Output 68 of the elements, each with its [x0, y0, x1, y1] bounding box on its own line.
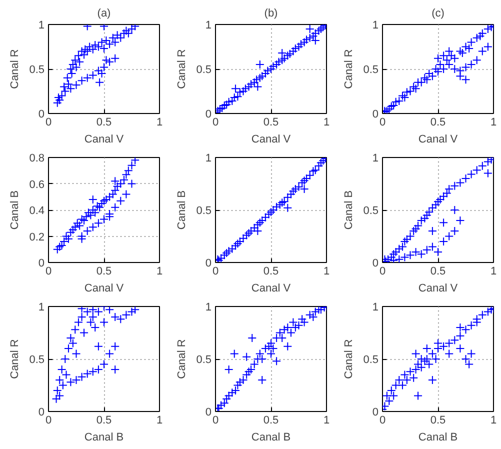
y-tick-label: 1: [372, 152, 379, 164]
chart-title: (b): [264, 8, 278, 20]
y-tick-label: 0.5: [196, 64, 212, 76]
y-tick-label: 0: [372, 258, 379, 270]
x-tick-label: 1: [323, 116, 330, 128]
y-tick-label: 0: [38, 108, 45, 120]
y-tick-label: 1: [372, 302, 379, 314]
y-tick-label: 1: [205, 152, 212, 164]
x-tick-label: 1: [490, 414, 497, 426]
y-tick-label: 0: [372, 406, 379, 418]
y-tick-label: 0.5: [29, 354, 45, 366]
y-tick-label: 0: [205, 108, 212, 120]
x-tick-label: 1: [156, 266, 163, 278]
y-tick-label: 0.8: [29, 152, 45, 164]
y-tick-label: 1: [38, 20, 45, 32]
y-axis-title: Canal R: [343, 339, 356, 379]
x-axis-title: Canal B: [418, 432, 458, 444]
x-tick-label: 0.5: [263, 414, 279, 426]
chart-title: (c): [432, 8, 444, 20]
y-tick-label: 0: [205, 406, 212, 418]
y-tick-label: 0.5: [363, 354, 379, 366]
y-tick-label: 0.5: [363, 205, 379, 217]
y-axis-title: Canal B: [176, 190, 188, 230]
x-tick-label: 0.5: [430, 414, 446, 426]
x-tick-label: 0.5: [96, 266, 112, 278]
y-tick-label: 0: [38, 258, 45, 270]
y-tick-label: 1: [205, 20, 212, 32]
x-tick-label: 1: [323, 266, 330, 278]
y-tick-label: 0.5: [196, 205, 212, 217]
y-axis-title: Canal B: [9, 190, 22, 230]
x-tick-label: 0.5: [430, 116, 446, 128]
y-tick-label: 0.4: [29, 205, 45, 217]
x-axis-title: Canal V: [418, 282, 458, 294]
y-axis-title: Canal R: [176, 339, 188, 379]
x-tick-label: 0.5: [96, 116, 112, 128]
y-tick-label: 1: [372, 20, 379, 32]
x-axis-title: Canal V: [84, 134, 124, 146]
y-tick-label: 0.5: [196, 354, 212, 366]
x-tick-label: 1: [156, 414, 163, 426]
x-tick-label: 1: [490, 116, 497, 128]
x-axis-title: Canal V: [418, 134, 458, 146]
y-axis-title: Canal R: [9, 49, 22, 89]
y-tick-label: 0.2: [29, 231, 45, 244]
y-axis-title: Canal B: [343, 190, 356, 230]
y-axis-title: Canal R: [176, 49, 188, 89]
x-tick-label: 1: [323, 414, 330, 426]
x-tick-label: 0.5: [263, 266, 279, 278]
y-tick-label: 0: [38, 406, 45, 418]
y-axis-title: Canal R: [343, 49, 356, 89]
x-tick-label: 0.5: [263, 116, 279, 128]
y-tick-label: 0: [372, 108, 379, 120]
chart-title: (a): [97, 8, 111, 20]
x-axis-title: Canal V: [251, 282, 292, 294]
y-tick-label: 0: [205, 258, 212, 270]
x-axis-title: Canal B: [84, 432, 124, 444]
y-tick-label: 1: [205, 302, 212, 314]
y-tick-label: 0.6: [29, 178, 45, 191]
x-tick-label: 1: [156, 116, 163, 128]
x-tick-label: 0.5: [96, 414, 112, 426]
y-tick-label: 0.5: [29, 64, 45, 76]
x-tick-label: 1: [490, 266, 497, 278]
x-axis-title: Canal V: [84, 282, 124, 294]
y-axis-title: Canal R: [9, 339, 22, 379]
y-tick-label: 1: [38, 302, 45, 314]
x-axis-title: Canal B: [251, 432, 291, 444]
y-tick-label: 0.5: [363, 64, 379, 76]
x-axis-title: Canal V: [251, 134, 292, 146]
x-tick-label: 0.5: [430, 266, 446, 278]
